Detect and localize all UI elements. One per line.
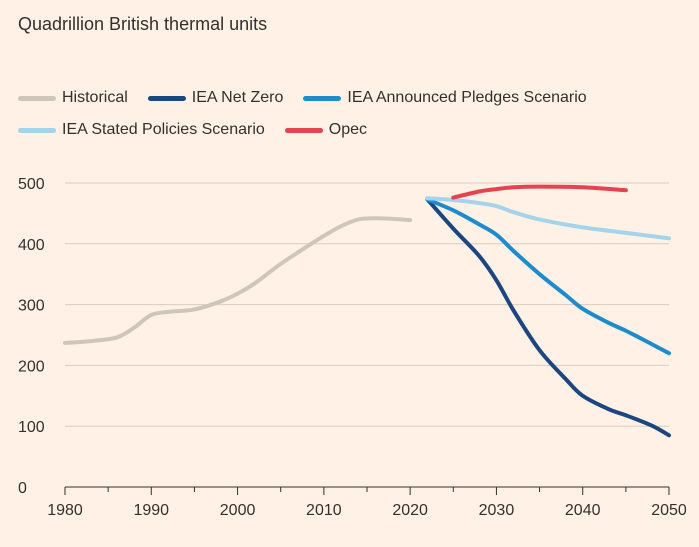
legend-label-opec: Opec <box>328 121 368 138</box>
chart-subtitle: Quadrillion British thermal units <box>18 14 268 34</box>
x-tick-label-2010: 2010 <box>306 502 342 519</box>
y-axis-labels: 0 100 200 300 400 500 <box>18 176 45 497</box>
series-line-iea-net-zero <box>425 197 671 438</box>
y-tick-label-200: 200 <box>18 358 45 375</box>
gridlines <box>65 182 669 427</box>
series-lines <box>63 184 671 438</box>
legend-item-iea-stated-policies: IEA Stated Policies Scenario <box>18 121 265 139</box>
legend-swatch-opec <box>284 127 323 133</box>
legend-item-iea-announced-pledges: IEA Announced Pledges Scenario <box>303 89 587 107</box>
legend-row-2: IEA Stated Policies Scenario Opec <box>18 114 688 146</box>
series-line-opec <box>451 184 628 200</box>
legend-swatch-iea-stated-policies <box>18 127 56 133</box>
x-tick-label-2020: 2020 <box>392 502 428 519</box>
legend-row-1: Historical IEA Net Zero IEA Announced Pl… <box>18 82 688 114</box>
y-tick-label-500: 500 <box>18 176 45 193</box>
legend-item-opec: Opec <box>284 121 368 139</box>
legend-label-iea-net-zero: IEA Net Zero <box>191 89 284 106</box>
legend: Historical IEA Net Zero IEA Announced Pl… <box>18 82 688 146</box>
series-line-iea-stated-policies-scenario <box>425 196 671 241</box>
y-tick-label-300: 300 <box>18 298 45 315</box>
legend-item-historical: Historical <box>18 89 128 107</box>
legend-label-iea-announced-pledges: IEA Announced Pledges Scenario <box>347 89 587 106</box>
x-tick-label-2040: 2040 <box>565 502 601 519</box>
legend-item-iea-net-zero: IEA Net Zero <box>147 89 284 107</box>
y-tick-label-100: 100 <box>18 419 45 436</box>
legend-swatch-iea-announced-pledges <box>303 95 342 101</box>
x-tick-label-2000: 2000 <box>220 502 256 519</box>
legend-label-iea-stated-policies: IEA Stated Policies Scenario <box>62 121 265 138</box>
series-line-historical <box>63 216 413 345</box>
y-tick-label-400: 400 <box>18 237 45 254</box>
legend-swatch-historical <box>18 95 56 101</box>
legend-label-historical: Historical <box>62 89 128 106</box>
x-tick-label-2050: 2050 <box>651 502 687 519</box>
legend-swatch-iea-net-zero <box>147 95 186 101</box>
x-tick-label-2030: 2030 <box>479 502 515 519</box>
x-axis: 1980 1990 2000 2010 2020 2030 2040 2050 <box>47 486 687 519</box>
y-tick-label-0: 0 <box>18 480 27 497</box>
x-tick-label-1980: 1980 <box>47 502 83 519</box>
series-line-iea-announced-pledges-scenario <box>425 197 671 356</box>
x-tick-label-1990: 1990 <box>133 502 169 519</box>
